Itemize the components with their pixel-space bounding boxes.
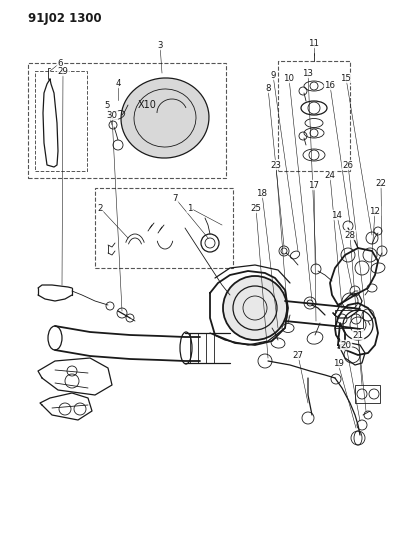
- Text: 3: 3: [157, 41, 162, 50]
- Text: 26: 26: [342, 160, 352, 169]
- Text: 9: 9: [269, 70, 275, 79]
- Text: 5: 5: [104, 101, 109, 109]
- Text: 14: 14: [331, 211, 342, 220]
- Bar: [354, 385, 379, 403]
- Text: X10: X10: [138, 100, 156, 110]
- Text: 13: 13: [302, 69, 313, 77]
- Text: 4: 4: [115, 78, 120, 87]
- Text: 19: 19: [332, 359, 342, 367]
- Ellipse shape: [121, 78, 209, 158]
- Text: 30: 30: [106, 110, 117, 119]
- Text: 16: 16: [324, 80, 335, 90]
- Text: 27: 27: [292, 351, 303, 359]
- Circle shape: [223, 276, 286, 340]
- Text: 91J02 1300: 91J02 1300: [28, 12, 101, 25]
- Bar: [35, 71, 87, 171]
- Bar: [95, 188, 233, 268]
- Text: 15: 15: [340, 74, 350, 83]
- Text: 23: 23: [270, 160, 281, 169]
- Text: 11: 11: [308, 38, 319, 47]
- Text: 22: 22: [375, 179, 385, 188]
- Text: 21: 21: [352, 330, 363, 340]
- Text: 29: 29: [57, 67, 68, 76]
- Text: 20: 20: [340, 341, 350, 350]
- Text: 10: 10: [283, 74, 294, 83]
- Text: 17: 17: [308, 181, 319, 190]
- Text: 1: 1: [187, 204, 192, 213]
- Bar: [277, 61, 349, 171]
- Bar: [28, 63, 225, 178]
- Text: 18: 18: [256, 189, 267, 198]
- Text: 25: 25: [250, 204, 261, 213]
- Text: 6: 6: [57, 59, 63, 68]
- Text: 7: 7: [172, 193, 177, 203]
- Bar: [334, 310, 362, 328]
- Text: 8: 8: [265, 84, 270, 93]
- Text: 2: 2: [97, 204, 103, 213]
- Text: 28: 28: [344, 230, 354, 239]
- Text: 24: 24: [324, 171, 335, 180]
- Text: 12: 12: [369, 206, 380, 215]
